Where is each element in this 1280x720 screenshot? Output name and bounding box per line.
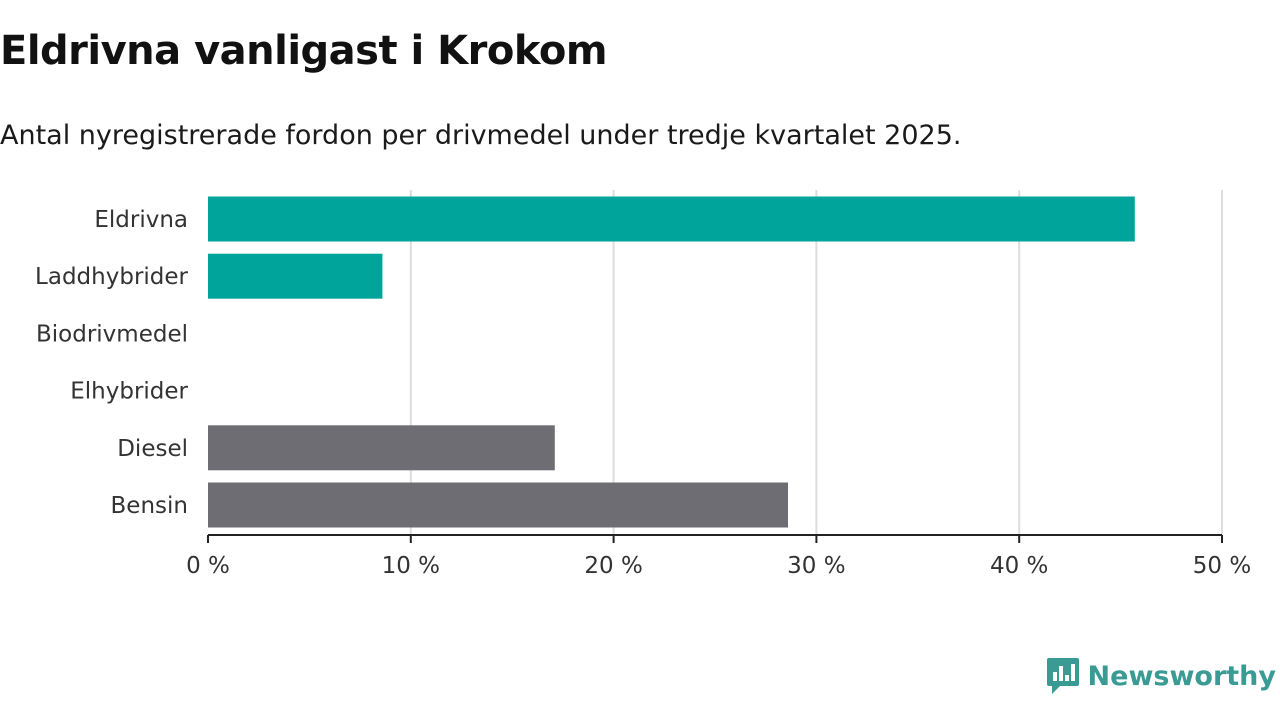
bar-bensin [208,482,789,528]
x-tick-label-0: 0 % [186,553,230,579]
category-label-diesel: Diesel [117,436,188,462]
category-labels: Eldrivna Laddhybrider Biodrivmedel Elhybrid… [35,207,188,519]
bars [208,196,1135,528]
x-tick-label-10: 10 % [382,553,440,579]
x-tick-label-50: 50 % [1193,553,1251,579]
bar-diesel [208,425,555,471]
x-tick-label-30: 30 % [787,553,845,579]
chart-subtitle: Antal nyregistrerade fordon per drivmede… [0,120,962,151]
x-tick-label-40: 40 % [990,553,1048,579]
newsworthy-logo-icon [1046,658,1079,694]
x-tick-label-20: 20 % [584,553,642,579]
chart-title: Eldrivna vanligast i Krokom [0,28,608,74]
bar-eldrivna [208,196,1135,242]
brand-name: Newsworthy [1087,660,1276,692]
category-label-bensin: Bensin [111,493,188,519]
category-label-laddhybrider: Laddhybrider [35,264,188,290]
bar-laddhybrider [208,253,383,299]
category-label-biodrivmedel: Biodrivmedel [36,321,188,347]
category-label-elhybrider: Elhybrider [70,379,188,405]
x-axis: 0 % 10 % 20 % 30 % 40 % 50 % [186,534,1251,579]
gridlines [409,190,1223,535]
category-label-eldrivna: Eldrivna [94,207,188,233]
newsworthy-logo: Newsworthy [1046,656,1276,696]
